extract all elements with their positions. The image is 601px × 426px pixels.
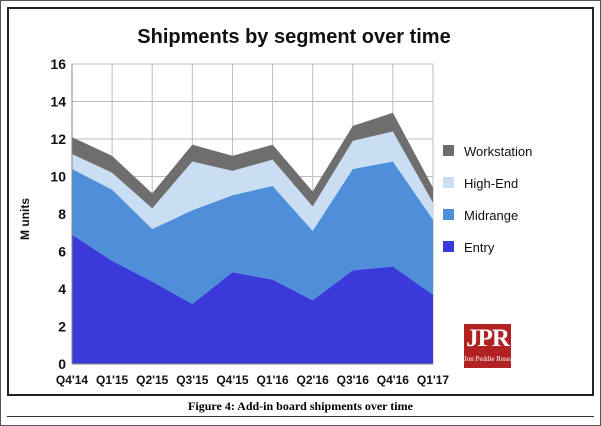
area-workstation [72, 112, 433, 209]
jpr-logo: JPR Jon Peddie Research [464, 324, 522, 368]
y-tick-label: 8 [58, 206, 66, 222]
x-tick-label: Q3'15 [176, 373, 209, 387]
area-high-end [72, 131, 433, 231]
legend-swatch [443, 241, 454, 252]
x-tick-label: Q4'14 [56, 373, 89, 387]
chart-title: Shipments by segment over time [137, 26, 450, 48]
logo-mark: JPR [466, 325, 510, 352]
legend-label: Midrange [464, 208, 518, 223]
caption-divider [7, 416, 594, 417]
axes: 0 2 4 6 8 10 12 14 16 Q4'14 Q1'15 Q2'15 Q3'15 Q4'15 Q1… [50, 56, 449, 387]
legend-label: Entry [464, 240, 495, 255]
area-midrange [72, 161, 433, 304]
legend-swatch [443, 209, 454, 220]
y-axis-label: M units [18, 198, 32, 240]
chart: Shipments by segment over time 0 2 4 6 8 10 12… [18, 26, 532, 387]
x-tick-label: Q1'16 [256, 373, 289, 387]
area-series [72, 112, 433, 364]
figure-caption: Figure 4: Add-in board shipments over ti… [188, 399, 413, 413]
legend-swatch [443, 177, 454, 188]
y-tick-label: 14 [50, 94, 66, 110]
x-tick-label: Q2'15 [136, 373, 169, 387]
y-tick-label: 16 [50, 56, 66, 72]
x-tick-label: Q3'16 [337, 373, 370, 387]
x-tick-label: Q1'17 [417, 373, 450, 387]
logo-text: Jon Peddie Research [464, 355, 522, 363]
x-tick-label: Q4'16 [377, 373, 410, 387]
y-tick-label: 12 [50, 131, 66, 147]
area-entry [72, 234, 433, 364]
legend-swatch [443, 145, 454, 156]
legend-label: Workstation [464, 144, 532, 159]
chart-container: Shipments by segment over time 0 2 4 6 8 10 12… [7, 7, 594, 396]
y-tick-label: 6 [58, 244, 66, 260]
y-tick-label: 2 [58, 319, 66, 335]
x-tick-label: Q4'15 [216, 373, 249, 387]
legend-label: High-End [464, 176, 518, 191]
x-tick-label: Q2'16 [297, 373, 330, 387]
y-tick-label: 0 [58, 356, 66, 372]
y-tick-label: 10 [50, 169, 66, 185]
x-tick-label: Q1'15 [96, 373, 129, 387]
legend: Workstation High-End Midrange Entry [443, 144, 532, 255]
y-tick-label: 4 [58, 281, 66, 297]
